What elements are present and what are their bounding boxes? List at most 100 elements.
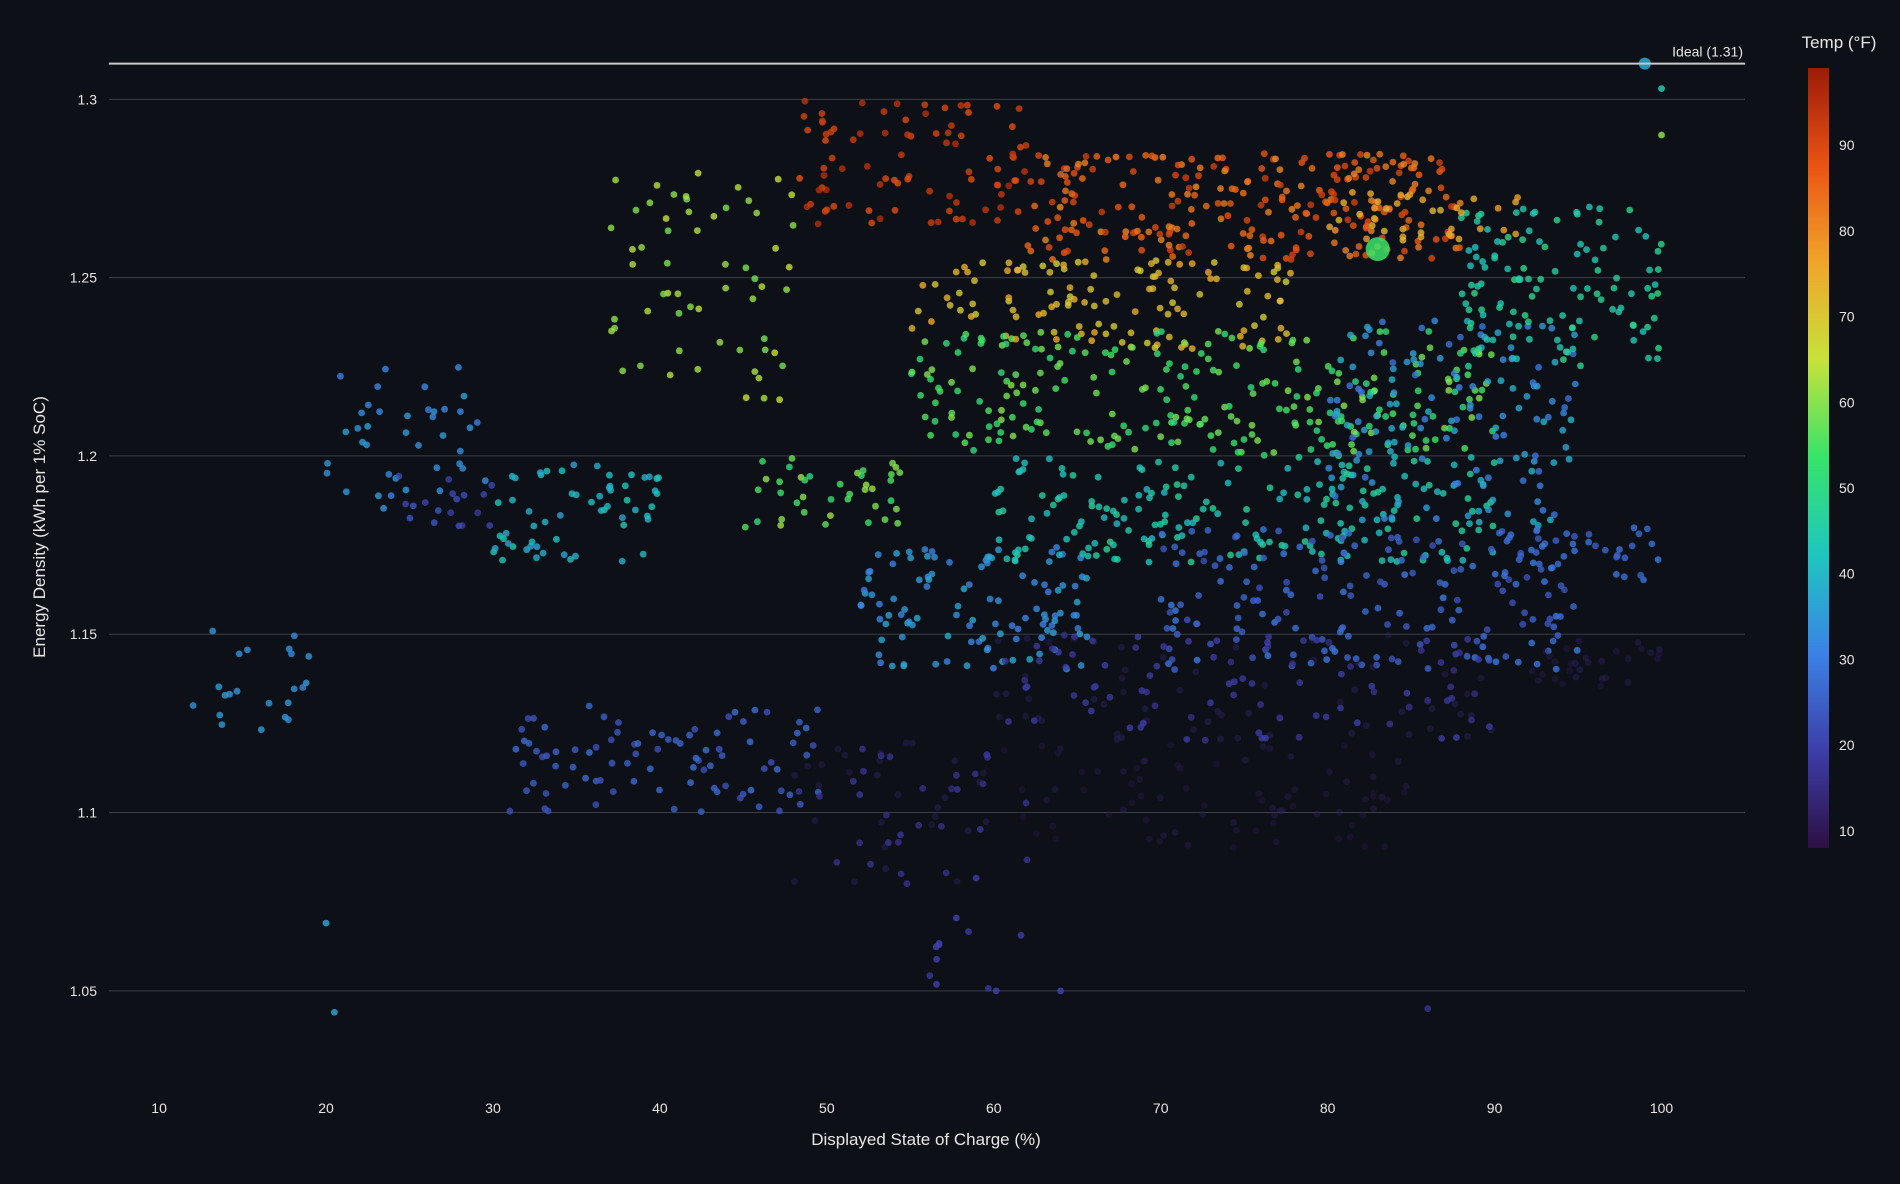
data-point — [1095, 320, 1103, 328]
data-point — [1331, 196, 1339, 204]
data-point — [1214, 154, 1222, 162]
data-point — [1342, 205, 1350, 213]
data-point — [1260, 451, 1268, 459]
data-point — [1453, 373, 1461, 381]
data-point — [985, 553, 993, 560]
colorbar-tick-label: 30 — [1839, 651, 1855, 667]
data-point — [1129, 344, 1136, 351]
data-point — [1509, 599, 1516, 607]
data-point — [957, 132, 965, 140]
data-point — [1152, 224, 1159, 231]
data-point — [1244, 178, 1251, 186]
data-point — [742, 264, 750, 272]
data-point — [597, 507, 605, 514]
data-point — [952, 914, 960, 922]
data-point — [1394, 757, 1402, 765]
data-point — [1453, 734, 1460, 741]
data-point — [687, 779, 694, 786]
data-point — [1548, 324, 1556, 332]
data-point — [1239, 675, 1247, 682]
data-point — [1309, 548, 1316, 555]
data-point — [1017, 143, 1024, 151]
data-point — [1499, 412, 1507, 420]
colorbar-tick-label: 90 — [1839, 137, 1855, 153]
data-point — [1348, 729, 1356, 737]
data-point — [1530, 518, 1537, 525]
data-point — [1066, 293, 1074, 300]
data-point — [962, 330, 970, 338]
data-point — [1167, 601, 1175, 609]
data-point — [1163, 396, 1171, 404]
data-point — [1276, 405, 1283, 413]
data-point — [1036, 650, 1043, 658]
data-point — [682, 193, 690, 200]
data-point — [674, 290, 682, 298]
data-point — [1264, 292, 1272, 300]
data-point — [1376, 406, 1383, 414]
data-point — [1455, 384, 1463, 391]
data-point — [976, 778, 983, 786]
data-point — [1469, 507, 1476, 515]
data-point — [969, 219, 976, 226]
data-point — [1136, 267, 1144, 275]
data-point — [1347, 663, 1354, 670]
data-point — [1075, 323, 1083, 330]
data-point — [1073, 229, 1080, 237]
data-point — [1063, 535, 1070, 543]
data-point — [1535, 677, 1542, 684]
data-point — [857, 602, 865, 609]
data-point — [1019, 263, 1027, 270]
data-point — [1340, 549, 1348, 557]
data-point — [1275, 527, 1282, 535]
data-point — [1087, 285, 1095, 293]
data-point — [1337, 558, 1345, 566]
data-point — [1214, 200, 1222, 207]
data-point — [1225, 680, 1233, 687]
data-point — [1464, 495, 1472, 502]
data-point — [1178, 532, 1186, 540]
data-point — [686, 731, 693, 739]
data-point — [1200, 557, 1208, 565]
data-point — [284, 699, 292, 707]
data-point — [1123, 358, 1130, 365]
data-point — [969, 365, 976, 373]
data-point — [511, 474, 519, 482]
data-point — [1227, 551, 1234, 559]
data-point — [1019, 572, 1026, 580]
data-point — [882, 620, 890, 628]
data-point — [1093, 153, 1101, 160]
data-point — [1071, 582, 1079, 590]
data-point — [1104, 156, 1112, 164]
data-point — [1537, 275, 1545, 283]
data-point — [1051, 786, 1059, 793]
data-point — [1204, 526, 1212, 534]
data-point — [1027, 247, 1035, 255]
data-point — [932, 130, 940, 137]
data-point — [607, 224, 615, 232]
data-point — [1171, 464, 1179, 472]
data-point — [1307, 201, 1315, 209]
data-point — [1220, 200, 1228, 207]
data-point — [1243, 578, 1250, 586]
data-point — [1515, 322, 1522, 330]
data-point — [1217, 185, 1224, 192]
data-point — [762, 475, 770, 483]
data-point — [1041, 581, 1048, 589]
data-point — [1373, 412, 1380, 420]
data-point — [707, 762, 714, 770]
data-point — [1501, 572, 1508, 580]
data-point — [801, 97, 809, 105]
data-point — [1230, 678, 1238, 686]
data-point — [1637, 571, 1645, 579]
data-point — [1355, 450, 1363, 458]
data-point — [1456, 199, 1464, 207]
data-point — [1296, 679, 1304, 687]
data-point — [1415, 243, 1422, 251]
data-point — [1214, 429, 1222, 436]
data-point — [854, 469, 861, 477]
data-point — [265, 699, 273, 707]
data-point — [1496, 304, 1503, 311]
data-point — [804, 126, 812, 134]
data-point — [931, 417, 939, 425]
data-point — [1225, 402, 1233, 410]
